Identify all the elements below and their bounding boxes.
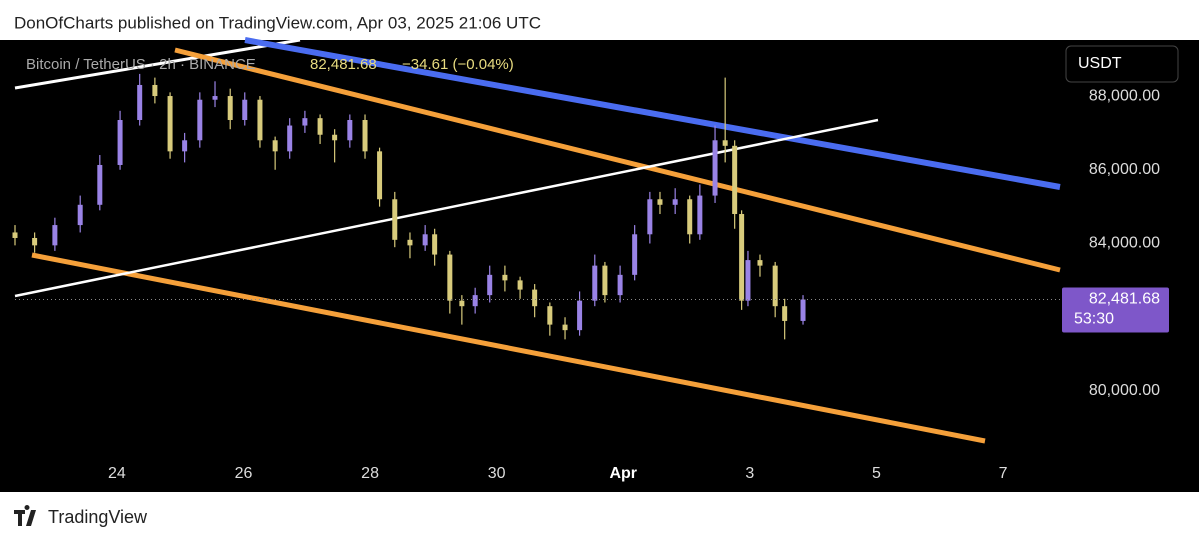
candle-body <box>459 300 465 307</box>
candle-body <box>407 239 413 246</box>
y-tick-label: 80,000.00 <box>1089 382 1160 399</box>
candle-body <box>422 234 428 246</box>
candle-body <box>302 118 308 126</box>
x-tick-label: 24 <box>108 465 126 482</box>
candle-body <box>197 99 203 141</box>
candle-body <box>517 280 523 290</box>
candle-body <box>362 120 368 152</box>
legend-change: −34.61 (−0.04%) <box>402 56 514 73</box>
candle-body <box>687 199 693 235</box>
candle-body <box>800 299 806 321</box>
candle-body <box>632 234 638 275</box>
candle-body <box>242 99 248 121</box>
candle-body <box>117 120 123 165</box>
candle-body <box>472 295 478 307</box>
y-tick-label: 84,000.00 <box>1089 235 1160 252</box>
candle-body <box>317 118 323 135</box>
x-tick-label: 30 <box>488 465 506 482</box>
candle-body <box>745 260 751 301</box>
trend-line <box>244 37 1061 190</box>
chart-background <box>0 40 1199 492</box>
candle-body <box>137 84 143 121</box>
candle-body <box>657 199 663 205</box>
x-tick-label: 7 <box>999 465 1008 482</box>
candle-body <box>772 265 778 307</box>
candle-body <box>152 84 158 97</box>
currency: USDT <box>1078 55 1122 72</box>
candle-body <box>647 199 653 235</box>
candle-body <box>722 140 728 146</box>
x-tick-label: 28 <box>361 465 379 482</box>
candle-body <box>392 199 398 240</box>
y-tick-label: 88,000.00 <box>1089 87 1160 104</box>
candle-body <box>332 134 338 141</box>
trend-line <box>174 47 1061 273</box>
x-tick-label: 26 <box>235 465 253 482</box>
candle-body <box>347 120 353 141</box>
candle-body <box>602 265 608 296</box>
candle-body <box>167 96 173 152</box>
candle-body <box>32 237 38 246</box>
candle-body <box>782 306 788 321</box>
candle-body <box>287 125 293 152</box>
candle-body <box>697 195 703 235</box>
candle-body <box>547 306 553 325</box>
candle-body <box>577 300 583 331</box>
candle-body <box>672 199 678 205</box>
x-tick-label: 3 <box>745 465 754 482</box>
countdown: 53:30 <box>1074 311 1114 328</box>
last-price-tag <box>1062 287 1169 333</box>
candle-body <box>227 96 233 121</box>
legend-symbol: Bitcoin / TetherUS · 2h · BINANCE <box>26 56 256 73</box>
candle-body <box>77 204 83 226</box>
legend-last: 82,481.68 <box>310 56 377 73</box>
trend-line <box>14 38 301 90</box>
x-tick-label: 5 <box>872 465 881 482</box>
candle-body <box>712 140 718 196</box>
candle-body <box>617 274 623 296</box>
candle-body <box>97 164 103 205</box>
candle-body <box>732 145 738 215</box>
candle-body <box>52 225 58 246</box>
candle-body <box>212 96 218 100</box>
candle-body <box>377 151 383 200</box>
candle-body <box>487 274 493 296</box>
candle-body <box>12 232 18 238</box>
header: DonOfCharts published on TradingView.com… <box>14 13 541 32</box>
logo <box>14 505 36 526</box>
last-price-label: 82,481.68 <box>1089 291 1160 308</box>
trend-line <box>31 252 986 444</box>
candle-body <box>432 234 438 255</box>
footer: TradingView <box>48 507 148 527</box>
candle-body <box>532 289 538 307</box>
x-tick-label: Apr <box>609 465 637 482</box>
plot-area <box>12 37 1061 444</box>
candle-body <box>272 140 278 152</box>
candle-body <box>257 99 263 141</box>
candle-body <box>562 324 568 331</box>
candle-body <box>739 214 745 301</box>
candle-body <box>592 265 598 301</box>
candle-body <box>447 254 453 301</box>
candle-body <box>182 140 188 152</box>
candle-body <box>757 260 763 266</box>
candle-body <box>502 274 508 281</box>
y-tick-label: 86,000.00 <box>1089 161 1160 178</box>
currency-box[interactable] <box>1065 45 1179 83</box>
